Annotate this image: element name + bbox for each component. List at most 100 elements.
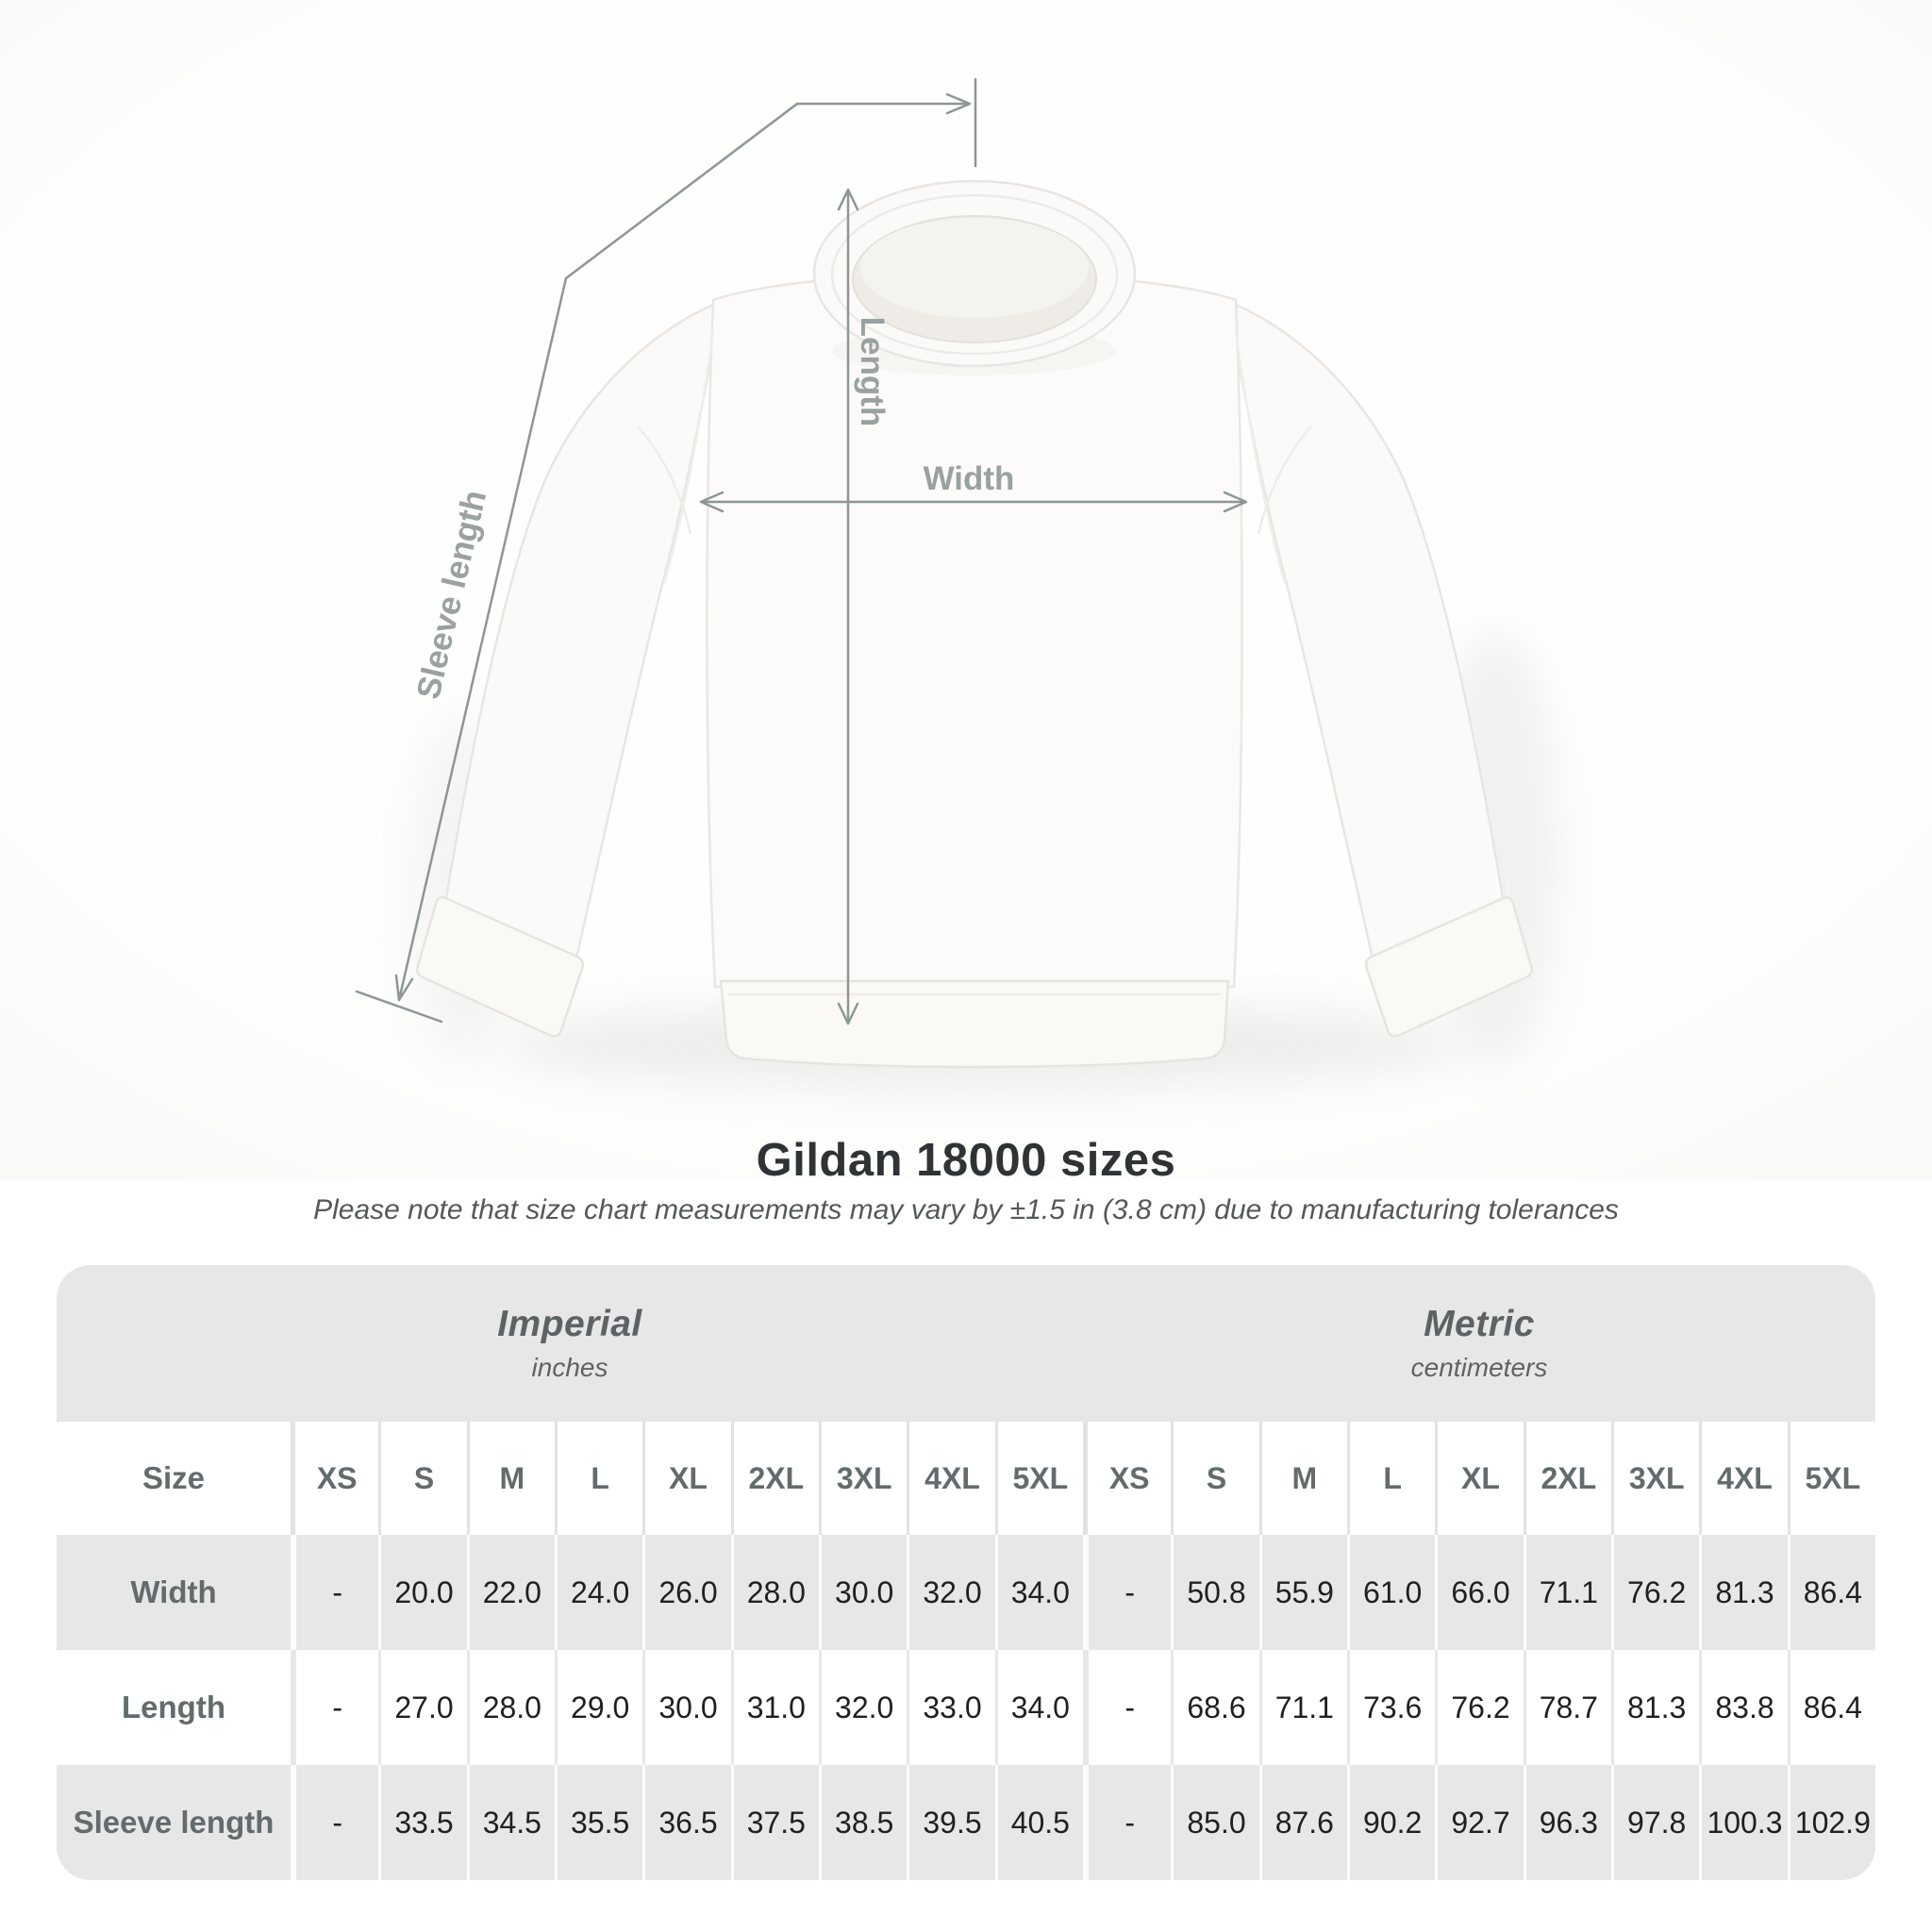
width-value-cell: 61.0 <box>1347 1535 1435 1650</box>
length-value-cell: 68.6 <box>1171 1650 1258 1765</box>
length-value-cell: 76.2 <box>1435 1650 1523 1765</box>
sleeve-length-value-cell: 35.5 <box>555 1765 642 1880</box>
size-column-header: L <box>555 1422 642 1535</box>
size-column-header: 5XL <box>994 1422 1083 1535</box>
width-value-cell: 86.4 <box>1787 1535 1875 1650</box>
sleeve-length-value-cell: 90.2 <box>1347 1765 1435 1880</box>
sleeve-length-value-cell: 39.5 <box>907 1765 994 1880</box>
sleeve-length-value-cell: 40.5 <box>994 1765 1083 1880</box>
length-value-cell: 78.7 <box>1523 1650 1611 1765</box>
right-armhole-seam <box>1234 331 1287 584</box>
collar-rib <box>830 193 1119 356</box>
left-cuff <box>415 896 585 1038</box>
width-label: Width <box>924 460 1015 497</box>
width-value-cell: - <box>291 1535 378 1650</box>
sleeve-length-value-cell: 36.5 <box>642 1765 730 1880</box>
sleeve-length-value-cell: 85.0 <box>1171 1765 1258 1880</box>
sleeve-length-value-cell: 33.5 <box>378 1765 466 1880</box>
sleeve-length-value-cell: 37.5 <box>730 1765 819 1880</box>
size-column-header: 4XL <box>1699 1422 1787 1535</box>
size-column-header: 5XL <box>1787 1422 1875 1535</box>
sleeve-end-arrowhead <box>394 974 414 1002</box>
table-row-sleeve-length: Sleeve length -33.5 34.5 35.5 36.5 37.5 38.5 3… <box>57 1765 1875 1880</box>
width-value-cell: 28.0 <box>730 1535 819 1650</box>
width-left-arrowhead <box>699 491 724 513</box>
sleeve-top-arrowhead <box>945 92 972 115</box>
length-value-cell: 71.1 <box>1258 1650 1347 1765</box>
width-value-cell: 66.0 <box>1435 1535 1523 1650</box>
row-label-length: Length <box>122 1690 225 1724</box>
right-shoulder-seam <box>1257 425 1312 535</box>
right-cuff <box>1364 896 1534 1038</box>
width-value-cell: 26.0 <box>642 1535 730 1650</box>
left-armhole-seam <box>662 331 715 584</box>
size-corner-label: Size <box>142 1460 206 1495</box>
unit-group-row: Imperial inches Metric centimeters <box>57 1265 1875 1422</box>
size-column-header: M <box>1258 1422 1347 1535</box>
length-bottom-arrowhead <box>837 1002 859 1025</box>
width-value-cell: 32.0 <box>907 1535 994 1650</box>
sleeve-length-value-cell: - <box>291 1765 378 1880</box>
sweatshirt-diagram: Length Width Sleeve length <box>0 0 1932 1179</box>
size-column-header: XS <box>291 1422 378 1535</box>
imperial-group-header: Imperial inches <box>57 1265 1083 1422</box>
length-value-cell: 31.0 <box>730 1650 819 1765</box>
size-column-header: S <box>378 1422 466 1535</box>
imperial-label: Imperial <box>497 1304 642 1344</box>
metric-group-header: Metric centimeters <box>1083 1265 1875 1422</box>
length-value-cell: 83.8 <box>1699 1650 1787 1765</box>
size-column-header: S <box>1171 1422 1258 1535</box>
length-value-cell: 34.0 <box>994 1650 1083 1765</box>
sleeve-end-tick <box>355 990 443 1024</box>
size-column-header: 3XL <box>819 1422 907 1535</box>
length-value-cell: 32.0 <box>819 1650 907 1765</box>
length-top-arrowhead <box>837 188 859 211</box>
size-column-header: XL <box>642 1422 730 1535</box>
size-column-header: L <box>1347 1422 1435 1535</box>
length-value-cell: 81.3 <box>1611 1650 1699 1765</box>
row-label-width: Width <box>130 1574 217 1609</box>
size-header-row: Size XS S M L XL 2XL 3XL 4XL 5XL XS S M L XL 2XL 3XL 4XL… <box>57 1422 1875 1535</box>
size-table: Imperial inches Metric centimeters Size … <box>57 1265 1875 1880</box>
tolerance-note: Please note that size chart measurements… <box>313 1194 1619 1225</box>
width-value-cell: 55.9 <box>1258 1535 1347 1650</box>
sleeve-length-value-cell: - <box>1083 1765 1171 1880</box>
sleeve-shoulder-segment <box>564 102 799 280</box>
length-value-cell: 29.0 <box>555 1650 642 1765</box>
imperial-unit: inches <box>531 1353 608 1382</box>
length-value-cell: 30.0 <box>642 1650 730 1765</box>
length-value-cell: - <box>1083 1650 1171 1765</box>
size-column-header: 4XL <box>907 1422 994 1535</box>
width-value-cell: 20.0 <box>378 1535 466 1650</box>
width-value-cell: 30.0 <box>819 1535 907 1650</box>
metric-label: Metric <box>1424 1304 1535 1344</box>
size-column-header: 2XL <box>1523 1422 1611 1535</box>
width-value-cell: - <box>1083 1535 1171 1650</box>
sleeve-length-value-cell: 34.5 <box>466 1765 555 1880</box>
collar-inside-back <box>860 218 1089 318</box>
sleeve-length-value-cell: 38.5 <box>819 1765 907 1880</box>
length-value-cell: 73.6 <box>1347 1650 1435 1765</box>
length-value-cell: 28.0 <box>466 1650 555 1765</box>
width-value-cell: 81.3 <box>1699 1535 1787 1650</box>
width-value-cell: 50.8 <box>1171 1535 1258 1650</box>
width-value-cell: 24.0 <box>555 1535 642 1650</box>
body <box>706 274 1243 989</box>
sleeve-length-value-cell: 100.3 <box>1699 1765 1787 1880</box>
width-right-arrowhead <box>1223 491 1248 513</box>
sleeve-length-value-cell: 97.8 <box>1611 1765 1699 1880</box>
length-value-cell: 27.0 <box>378 1650 466 1765</box>
width-value-cell: 71.1 <box>1523 1535 1611 1650</box>
page-title: Gildan 18000 sizes <box>756 1135 1176 1186</box>
metric-unit: centimeters <box>1410 1353 1548 1382</box>
width-value-cell: 22.0 <box>466 1535 555 1650</box>
size-column-header: XS <box>1083 1422 1171 1535</box>
sleeve-arm-segment <box>397 276 568 1002</box>
size-column-header: M <box>466 1422 555 1535</box>
sleeve-length-value-cell: 102.9 <box>1787 1765 1875 1880</box>
sleeve-length-value-cell: 87.6 <box>1258 1765 1347 1880</box>
sleeve-length-value-cell: 96.3 <box>1523 1765 1611 1880</box>
width-value-cell: 76.2 <box>1611 1535 1699 1650</box>
size-column-header: 3XL <box>1611 1422 1699 1535</box>
